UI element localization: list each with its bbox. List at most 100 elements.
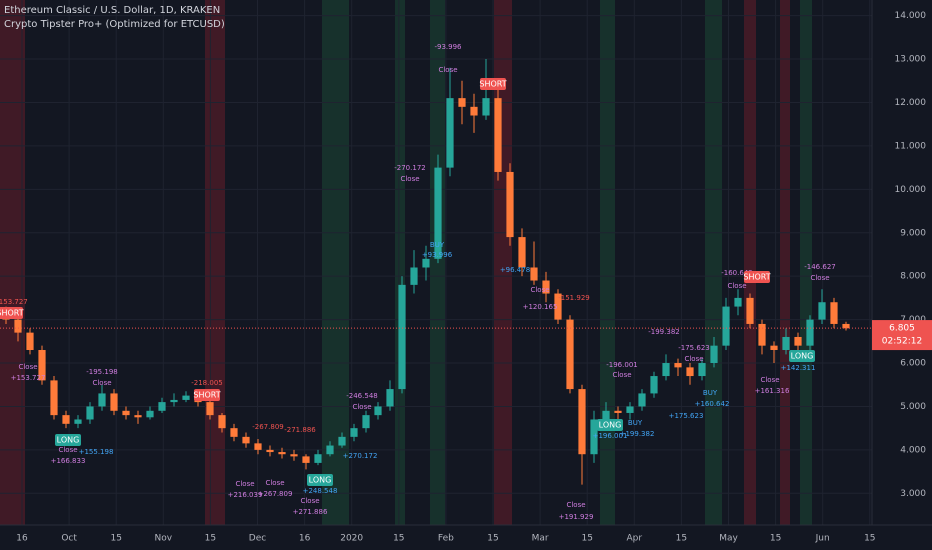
chart-title: Ethereum Classic / U.S. Dollar, 1D, KRAK… — [4, 5, 220, 16]
short-zone — [0, 0, 25, 525]
x-tick-label: 16 — [299, 534, 311, 544]
x-tick-label: 15 — [581, 534, 592, 544]
signal-label: SHORT — [0, 309, 24, 318]
candle-body — [386, 389, 394, 407]
candle-body — [422, 258, 430, 268]
trade-annotation: -267.809 — [252, 423, 283, 431]
y-tick-label: 9.000 — [900, 228, 926, 238]
trade-annotation: BUY — [628, 419, 643, 427]
candle-body — [254, 443, 262, 450]
trade-annotation: +160.642 — [695, 400, 730, 408]
short-signal-box — [480, 78, 506, 90]
trade-annotation: Close — [810, 274, 829, 282]
candle-body — [614, 410, 622, 413]
candle-body — [362, 415, 370, 429]
trade-annotation: Close — [684, 355, 703, 363]
candle-body — [842, 323, 850, 329]
candle-body — [278, 452, 286, 455]
trade-annotation: -146.627 — [804, 263, 835, 271]
candle-body — [218, 415, 226, 429]
long-zone — [800, 0, 812, 525]
long-signal-box — [55, 434, 81, 446]
x-tick-label: 2020 — [340, 534, 363, 544]
candle-body — [542, 280, 550, 294]
candle-body — [290, 454, 298, 457]
candle-body — [770, 345, 778, 350]
candle-body — [818, 302, 826, 320]
trade-annotation: +153.727 — [11, 374, 46, 382]
y-tick-label: 11.000 — [895, 141, 927, 151]
candle-body — [674, 363, 682, 368]
short-zone — [205, 0, 225, 525]
candle-body — [158, 402, 166, 411]
trade-annotation: +96.478 — [500, 266, 530, 274]
y-tick-label: 13.000 — [895, 55, 927, 65]
trade-annotation: +93.996 — [422, 251, 453, 259]
trade-annotation: -153.727 — [0, 298, 28, 306]
trade-annotation: -271.886 — [284, 426, 316, 434]
trade-annotation: Close — [566, 501, 585, 509]
long-signal-box — [597, 419, 623, 431]
candle-body — [662, 363, 670, 377]
candle-body — [182, 395, 190, 400]
trade-annotation: Close — [352, 403, 371, 411]
y-tick-label: 6.000 — [900, 359, 926, 369]
trade-annotation: +199.382 — [620, 430, 655, 438]
trade-annotation: +120.165 — [523, 303, 558, 311]
x-tick-label: 15 — [864, 534, 875, 544]
candle-body — [626, 406, 634, 413]
candle-body — [86, 406, 94, 420]
candle-body — [302, 456, 310, 463]
candle-body — [782, 336, 790, 350]
candle-body — [650, 376, 658, 394]
long-signal-box — [789, 350, 815, 362]
candle-body — [314, 454, 322, 463]
candle-body — [374, 406, 382, 416]
trade-annotation: Close — [300, 497, 319, 505]
candle-body — [206, 402, 214, 416]
trade-annotation: -196.001 — [606, 361, 637, 369]
candle-body — [518, 237, 526, 268]
candle-body — [698, 363, 706, 377]
candle-body — [734, 297, 742, 307]
last-price-label: 6.805 — [889, 324, 915, 334]
x-tick-label: 15 — [770, 534, 781, 544]
trade-annotation: +155.198 — [79, 448, 114, 456]
trade-annotation: +161.316 — [755, 387, 790, 395]
signal-label: LONG — [57, 436, 80, 445]
candle-body — [458, 98, 466, 107]
candle-body — [554, 293, 562, 320]
trade-annotation: Close — [18, 363, 37, 371]
x-tick-label: Nov — [155, 534, 173, 544]
signal-label: SHORT — [479, 80, 506, 89]
candle-body — [746, 297, 754, 324]
candle-body — [266, 449, 274, 453]
x-tick-label: 15 — [205, 534, 216, 544]
trade-annotation: +271.886 — [293, 508, 328, 516]
trade-annotation: Close — [612, 371, 631, 379]
trade-annotation: +175.623 — [669, 412, 704, 420]
candle-body — [566, 319, 574, 390]
y-tick-label: 8.000 — [900, 272, 926, 282]
candle-body — [50, 380, 58, 416]
x-tick-label: 15 — [110, 534, 121, 544]
trade-annotation: -246.548 — [346, 392, 377, 400]
signal-label: SHORT — [743, 273, 770, 282]
candle-body — [170, 399, 178, 403]
trade-annotation: +142.311 — [781, 364, 816, 372]
candle-body — [338, 436, 346, 446]
short-zone — [744, 0, 756, 525]
short-signal-box — [744, 271, 770, 283]
candle-body — [62, 415, 70, 424]
long-zone — [600, 0, 615, 525]
candle-body — [470, 106, 478, 116]
short-signal-box — [0, 307, 23, 319]
trade-annotation: +216.039 — [228, 491, 263, 499]
trade-annotation: -175.623 — [678, 344, 709, 352]
candle-body — [146, 410, 154, 418]
trade-annotation: Close — [760, 376, 779, 384]
candle-body — [722, 306, 730, 346]
trade-annotation: +196.001 — [593, 432, 628, 440]
